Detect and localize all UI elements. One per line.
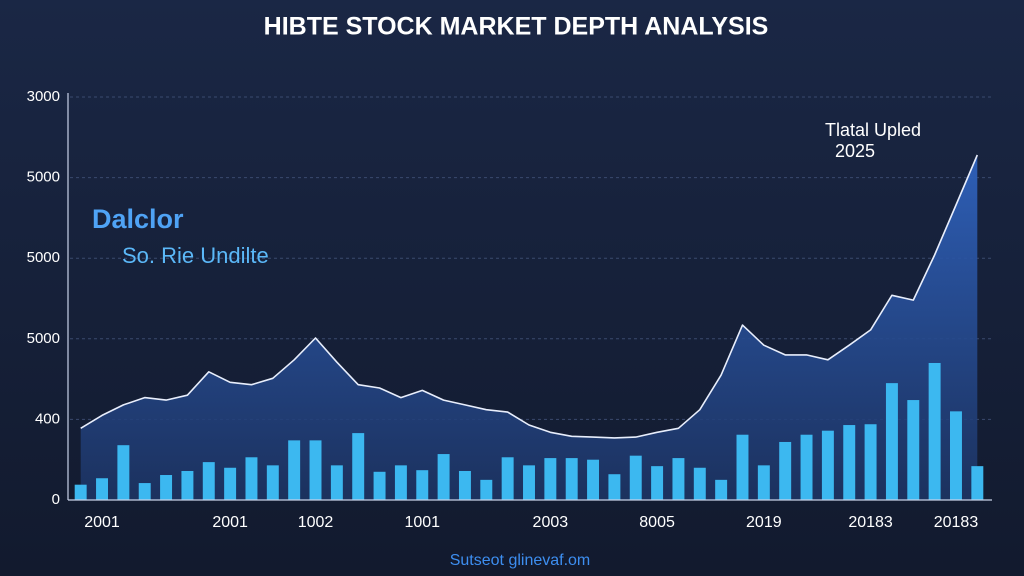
bar (224, 467, 237, 500)
x-tick-label: 1001 (404, 514, 440, 531)
y-tick-label: 5000 (27, 249, 60, 266)
annotation: Dalclor (92, 204, 184, 234)
bar (565, 458, 578, 500)
bar (544, 458, 557, 500)
bar (458, 470, 471, 500)
bar (736, 434, 749, 500)
bar (629, 455, 642, 500)
bar (971, 466, 984, 500)
bar (800, 434, 813, 500)
bar (693, 467, 706, 500)
area (80, 155, 978, 500)
bar (523, 465, 535, 500)
bar (352, 433, 365, 500)
bar (202, 462, 215, 500)
bar (480, 479, 493, 500)
bar (138, 483, 151, 500)
bar (330, 465, 343, 500)
bar (907, 400, 920, 500)
bar (501, 457, 514, 500)
bar (672, 458, 685, 500)
bar (715, 479, 728, 500)
y-tick-label: 400 (35, 410, 60, 427)
x-tick-label: 20183 (934, 514, 979, 531)
bar (288, 440, 301, 500)
x-tick-label: 1002 (298, 514, 334, 531)
y-tick-label: 0 (52, 491, 60, 508)
y-tick-label: 5000 (27, 330, 60, 347)
x-tick-label: 20183 (848, 514, 893, 531)
bar (394, 465, 407, 500)
bar (821, 430, 834, 500)
bar (949, 411, 962, 500)
bar (96, 478, 109, 500)
bar (416, 470, 429, 500)
bar (245, 457, 258, 500)
x-tick-label: 2003 (533, 514, 569, 531)
x-tick-label: 2001 (212, 514, 248, 531)
x-tick-label: 2001 (84, 514, 120, 531)
bar (608, 474, 621, 500)
bar (160, 475, 173, 500)
annotation: Tlatal Upled (825, 120, 921, 140)
bar (373, 471, 386, 500)
bar (74, 484, 87, 500)
y-tick-label: 5000 (27, 169, 60, 186)
bar (885, 383, 898, 500)
bar (587, 459, 600, 500)
x-tick-label: 8005 (639, 514, 675, 531)
chart-title: HIBTE STOCK MARKET DEPTH ANALYSIS (264, 13, 769, 41)
bar (928, 362, 941, 500)
y-tick-label: 3000 (27, 88, 60, 105)
line (80, 154, 979, 439)
bar (181, 470, 194, 500)
bar (651, 466, 664, 500)
bar (117, 445, 130, 500)
x-tick-label: 2019 (746, 514, 782, 531)
annotation: 2025 (835, 141, 875, 161)
bar (757, 465, 770, 500)
bar (864, 424, 877, 500)
annotation: So. Rie Undilte (122, 243, 269, 268)
bar (437, 454, 450, 500)
footer: Sutseot glinevaf.om (450, 552, 591, 569)
bar (309, 440, 322, 500)
plot-area: 0 400 5000 5000 5000 3000 2001 2001 1002 1001 2003… (27, 88, 992, 531)
bar (779, 441, 792, 500)
bar (266, 465, 279, 500)
bar (843, 425, 856, 500)
